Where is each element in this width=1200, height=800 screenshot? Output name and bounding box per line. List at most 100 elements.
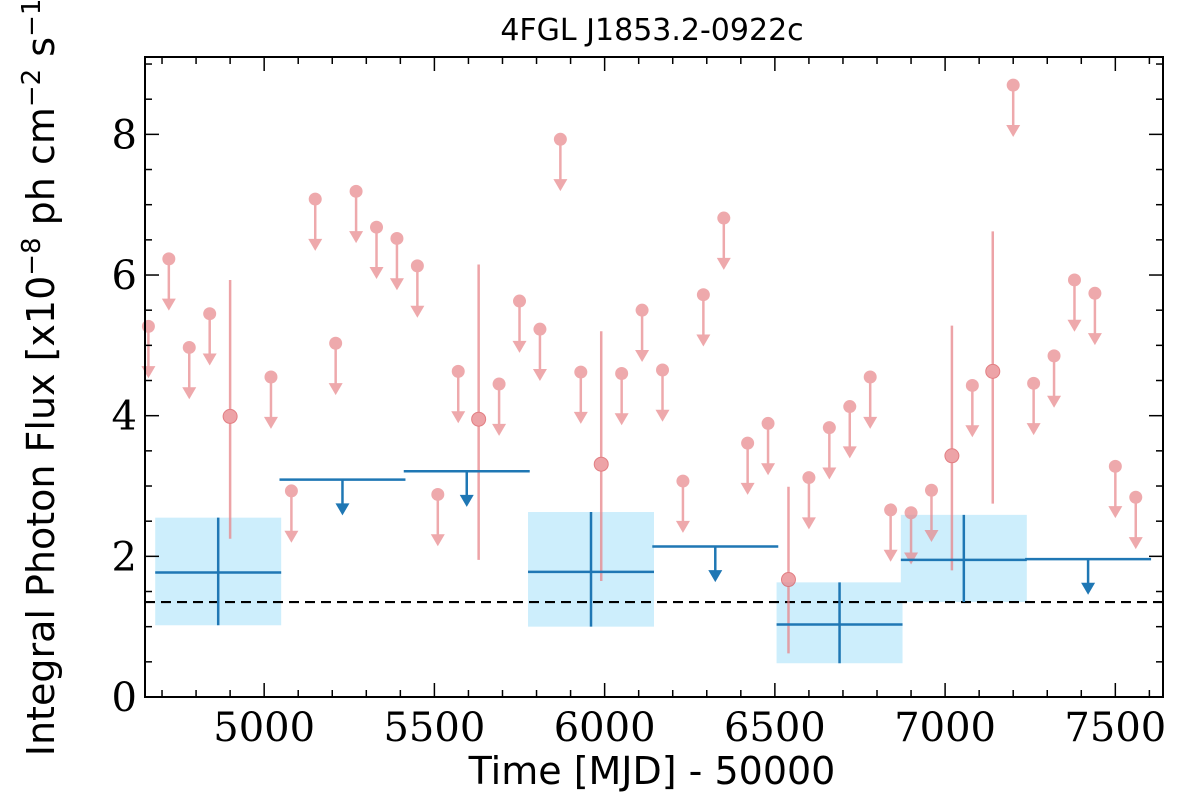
upper-limit-arrowhead [883,549,898,562]
upper-limit-marker [162,252,176,266]
short-bin-upper-limit [263,370,278,429]
upper-limit-arrowhead [1006,124,1021,137]
detection-marker [944,448,960,464]
short-bin-upper-limit [1006,78,1021,137]
long-bin-detection [776,582,903,664]
upper-limit-marker [141,319,155,333]
short-bin-upper-limit [655,363,670,422]
long-bin-ul-arrowhead [459,494,474,507]
upper-limit-arrowhead [761,463,776,476]
short-bin-upper-limit [532,322,547,381]
x-tick-label: 5000 [213,705,315,751]
upper-limit-arrowhead [1026,423,1041,436]
upper-limit-marker [635,303,649,317]
upper-limit-arrowhead [573,411,588,424]
upper-limit-marker [203,307,217,321]
short-bin-upper-limit [430,487,445,547]
upper-limit-arrowhead [904,552,919,565]
y-tick-label: 8 [112,112,137,158]
upper-limit-marker [696,288,710,302]
short-bin-upper-limit [801,471,816,530]
upper-limit-marker [884,503,898,517]
short-bin-upper-limit [492,377,507,436]
short-bin-upper-limit [675,474,690,533]
short-bin-upper-limit [389,231,404,291]
short-bin-upper-limit [573,365,588,424]
upper-limit-arrowhead [389,278,404,291]
upper-limit-marker [1088,286,1102,300]
upper-limit-marker [492,377,506,391]
long-bin-upper-limit [279,478,406,516]
short-bin-upper-limit [1087,286,1102,346]
upper-limit-arrowhead [284,530,299,543]
upper-limit-marker [533,322,547,336]
upper-limit-arrowhead [635,350,650,363]
upper-limit-arrowhead [328,383,343,396]
upper-limit-arrowhead [924,530,939,543]
x-axis-label: Time [MJD] - 50000 [468,749,836,793]
short-bin-upper-limit [553,132,568,192]
upper-limit-marker [410,259,424,273]
detection-marker [593,456,609,472]
upper-limit-marker [553,132,567,146]
upper-limit-marker [924,483,938,497]
upper-limit-marker [1027,376,1041,390]
upper-limit-arrowhead [696,334,711,347]
upper-limit-marker [863,370,877,384]
short-bin-upper-limit [965,378,980,438]
upper-limit-marker [451,364,465,378]
upper-limit-arrowhead [308,238,323,251]
short-bin-upper-limit [822,421,837,480]
short-bin-detection [593,331,609,581]
x-tick-label: 7000 [894,705,996,751]
upper-limit-arrowhead [716,257,731,270]
upper-limit-arrowhead [369,267,384,280]
upper-limit-arrowhead [263,416,278,429]
short-bin-upper-limit [614,366,629,426]
long-bin-upper-limit [1025,557,1152,595]
upper-limit-marker [904,506,918,520]
long-bin-detection [900,514,1027,603]
long-bin-upper-limit [403,469,530,507]
upper-limit-marker [431,487,445,501]
upper-limit-arrowhead [801,517,816,530]
upper-limit-marker [717,211,731,225]
short-bin-upper-limit [451,364,466,424]
chart-title: 4FGL J1853.2-0922c [500,13,803,48]
upper-limit-arrowhead [863,416,878,429]
upper-limit-marker [1006,78,1020,92]
y-tick-label: 0 [112,675,137,721]
upper-limit-marker [329,336,343,350]
short-bin-upper-limit [161,252,176,311]
detection-marker [780,572,796,588]
upper-limit-arrowhead [182,387,197,400]
short-bin-upper-limit [1108,459,1123,519]
short-bin-detection [471,264,487,560]
upper-limit-arrowhead [740,482,755,495]
upper-limit-arrowhead [512,340,527,353]
detection-marker [471,411,487,427]
short-bin-detection [222,279,238,539]
upper-limit-marker [1129,490,1143,504]
x-tick-label: 6500 [724,705,826,751]
upper-limit-arrowhead [675,520,690,533]
upper-limit-marker [1108,459,1122,473]
upper-limit-arrowhead [1067,319,1082,332]
upper-limit-marker [1047,349,1061,363]
short-bin-upper-limit [328,336,343,396]
upper-limit-marker [182,340,196,354]
short-bin-upper-limit [696,288,711,347]
upper-limit-marker [574,365,588,379]
upper-limit-marker [656,363,670,377]
y-tick-label: 6 [112,253,137,299]
upper-limit-arrowhead [965,425,980,438]
short-bin-detection [944,325,960,571]
detection-marker [985,363,1001,379]
upper-limit-arrowhead [532,369,547,381]
short-bin-upper-limit [761,416,776,476]
upper-limit-marker [822,421,836,435]
upper-limit-arrowhead [141,366,156,379]
short-bin-upper-limit [842,400,857,459]
y-axis-label: Integral Photon Flux [x10−8 ph cm−2 s−1] [17,0,63,756]
